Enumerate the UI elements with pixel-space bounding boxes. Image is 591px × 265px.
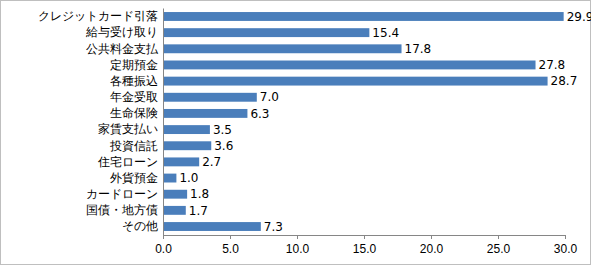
data-label: 1.8: [190, 187, 209, 201]
x-tick-mark: [498, 235, 499, 239]
y-tick: 国債・地方債: [86, 203, 158, 217]
x-tick: 10.0: [286, 235, 310, 256]
y-tick-label: 給与受け取り: [85, 25, 158, 39]
bar: [163, 190, 187, 199]
x-tick-label: 5.0: [222, 242, 239, 256]
bar: [163, 61, 536, 70]
x-tick-label: 30.0: [554, 242, 578, 256]
y-tick: 住宅ローン: [97, 155, 158, 169]
data-label: 15.4: [372, 26, 399, 40]
y-tick-label: 国債・地方債: [86, 203, 158, 217]
data-label: 7.3: [264, 220, 283, 234]
bar: [163, 28, 369, 37]
y-tick: カードローン: [86, 187, 158, 201]
x-tick: 0.0: [155, 235, 172, 256]
bar: [163, 206, 186, 215]
data-label: 6.3: [250, 107, 269, 121]
y-tick: 給与受け取り: [85, 25, 158, 39]
x-tick-label: 0.0: [155, 242, 172, 256]
bar: [163, 222, 261, 231]
x-tick: 20.0: [420, 235, 444, 256]
y-tick-label: 年金受取: [110, 90, 158, 104]
x-tick-mark: [364, 235, 365, 239]
y-tick: その他: [122, 219, 158, 233]
x-tick: 25.0: [487, 235, 511, 256]
x-tick-label: 15.0: [353, 242, 377, 256]
bar: [163, 44, 402, 53]
x-tick-mark: [431, 235, 432, 239]
x-tick-mark: [565, 235, 566, 239]
y-tick: 家賃支払い: [98, 122, 158, 136]
bars: [163, 12, 564, 231]
y-tick-label: 家賃支払い: [98, 122, 158, 136]
y-tick-label: 投資信託: [109, 139, 158, 153]
x-tick-mark: [230, 235, 231, 239]
data-labels: 29.9 15.4 17.8 27.8 28.7 7.0 6.3 3.5 3.6 2.7 1.0 1.…: [179, 10, 591, 234]
y-axis: クレジットカード引落給与受け取り公共料金支払定期預金各種振込年金受取生命保険家賃…: [38, 9, 164, 236]
data-label: 2.7: [202, 155, 221, 169]
y-tick-label: クレジットカード引落: [38, 9, 158, 23]
x-tick-mark: [297, 235, 298, 239]
data-label: 29.9: [567, 10, 591, 24]
y-tick: 年金受取: [110, 90, 158, 104]
bar: [163, 12, 564, 21]
x-axis-line: [164, 236, 566, 240]
bar: [163, 174, 176, 183]
data-label: 28.7: [551, 74, 578, 88]
x-tick: 5.0: [222, 235, 239, 256]
bar: [163, 157, 199, 166]
data-label: 3.6: [214, 139, 233, 153]
x-axis: 0.0 5.0 10.0 15.0 20.0 25.0 30.0: [155, 235, 577, 256]
y-tick: 各種振込: [110, 74, 158, 88]
chart: 0.0 5.0 10.0 15.0 20.0 25.0 30.0 クレジットカード引落給与受け…: [0, 0, 591, 265]
plot: 0.0 5.0 10.0 15.0 20.0 25.0 30.0 クレジットカード引落給与受け…: [38, 9, 591, 256]
y-tick: 外貨預金: [110, 171, 158, 185]
bar: [163, 125, 210, 134]
chart-frame: [1, 1, 591, 265]
y-tick: 生命保険: [110, 106, 158, 120]
y-tick: 公共料金支払: [86, 42, 159, 56]
x-tick-mark: [163, 235, 164, 239]
x-tick-label: 10.0: [286, 242, 310, 256]
bar: [163, 109, 247, 118]
y-tick-label: 住宅ローン: [97, 155, 158, 169]
bar: [163, 77, 548, 86]
x-tick-label: 25.0: [487, 242, 511, 256]
data-label: 7.0: [260, 90, 279, 104]
data-label: 3.5: [213, 123, 232, 137]
y-axis-line: [163, 9, 164, 236]
x-tick: 15.0: [353, 235, 377, 256]
y-tick: クレジットカード引落: [38, 9, 158, 23]
y-tick-label: 定期預金: [110, 58, 158, 72]
data-label: 1.7: [189, 204, 208, 218]
y-tick: 定期預金: [110, 58, 158, 72]
x-tick-label: 20.0: [420, 242, 444, 256]
y-tick-label: 公共料金支払: [86, 42, 159, 56]
data-label: 17.8: [405, 42, 432, 56]
y-tick-label: 生命保険: [110, 106, 158, 120]
y-tick-label: 各種振込: [110, 74, 158, 88]
bar: [163, 141, 211, 150]
data-label: 27.8: [539, 58, 566, 72]
data-label: 1.0: [179, 171, 198, 185]
x-tick: 30.0: [554, 235, 578, 256]
y-tick: 投資信託: [109, 139, 158, 153]
y-tick-label: カードローン: [86, 187, 158, 201]
y-tick-label: その他: [122, 219, 158, 233]
bar: [163, 93, 257, 102]
y-tick-label: 外貨預金: [110, 171, 158, 185]
